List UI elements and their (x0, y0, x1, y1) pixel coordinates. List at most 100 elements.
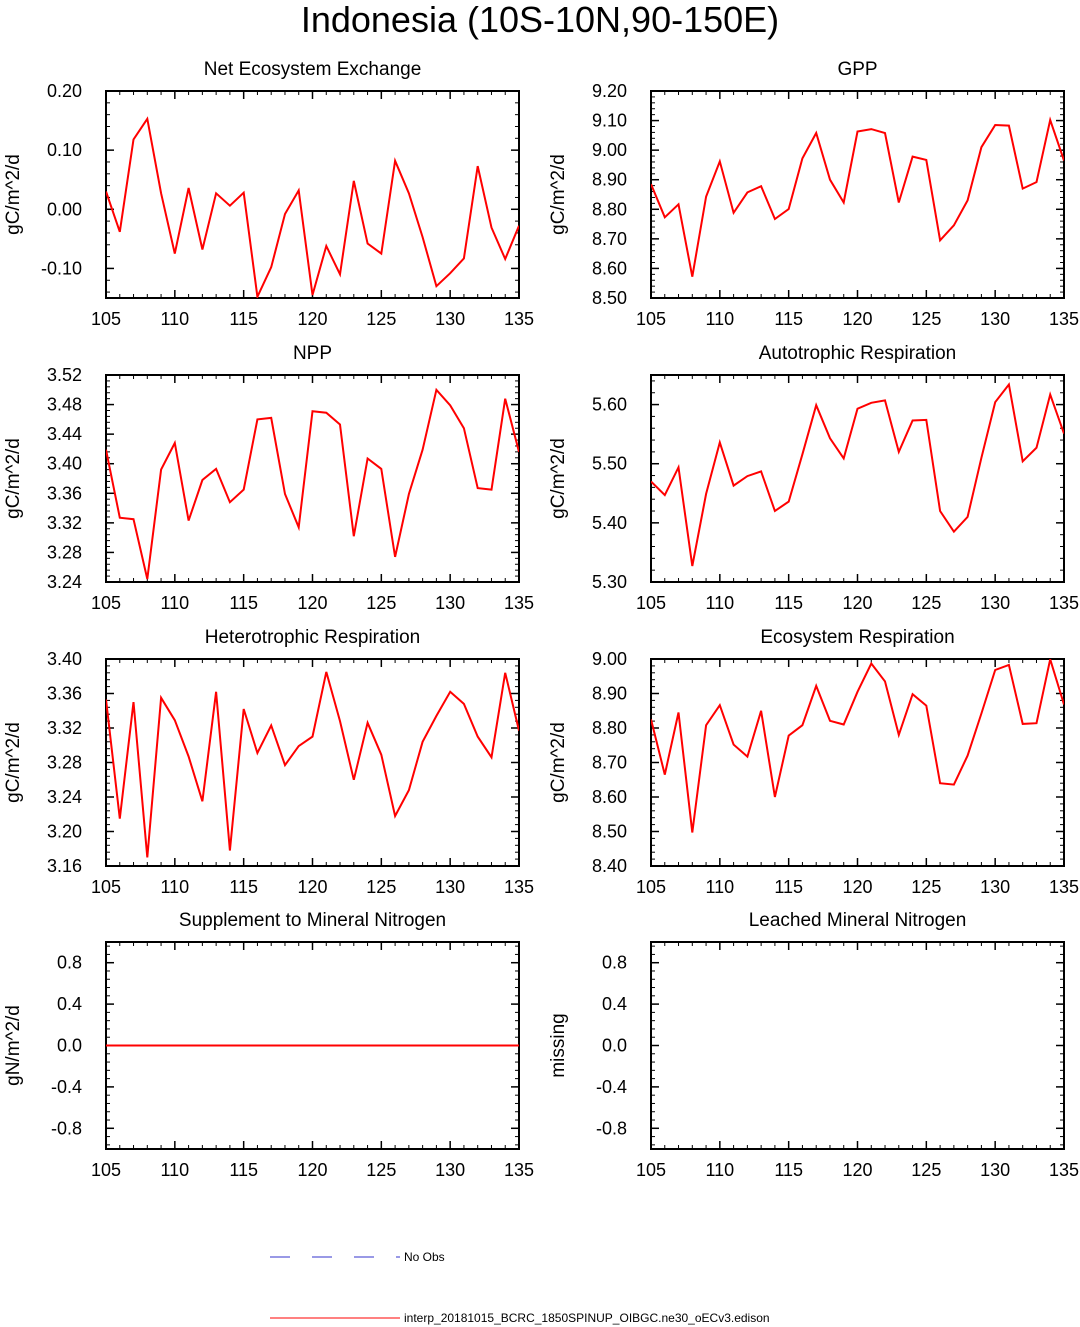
y-tick-label: 3.28 (47, 753, 82, 773)
chart-panel-8: Leached Mineral Nitrogen 105 110 115 120 125 1… (548, 910, 1079, 1180)
x-tick-label: 135 (1049, 309, 1079, 329)
y-tick-label: 8.60 (592, 258, 627, 278)
y-axis-label: gC/m^2/d (3, 722, 24, 803)
y-tick-label: 9.20 (592, 81, 627, 101)
x-tick-label: 105 (91, 593, 121, 613)
chart-title: Heterotrophic Respiration (205, 627, 420, 648)
y-tick-label: 3.40 (47, 649, 82, 669)
x-tick-label: 130 (980, 877, 1010, 897)
y-tick-label: 0.00 (47, 199, 82, 219)
chart-panel-5: Heterotrophic Respiration 105 110 115 120 125… (3, 627, 534, 897)
series-line-1 (106, 671, 519, 858)
y-tick-label: 3.24 (47, 572, 82, 592)
x-tick-label: 115 (229, 593, 258, 613)
x-tick-label: 120 (842, 877, 872, 897)
x-tick-label: 115 (774, 1160, 803, 1180)
x-tick-label: 120 (297, 593, 327, 613)
x-tick-label: 130 (435, 1160, 465, 1180)
y-tick-label: 0.4 (602, 994, 627, 1014)
chart-panel-6: Ecosystem Respiration 105 110 115 120 125 130 1… (548, 627, 1079, 897)
x-tick-label: 115 (774, 877, 803, 897)
x-tick-label: 130 (980, 1160, 1010, 1180)
x-tick-label: 115 (229, 1160, 258, 1180)
y-tick-label: 0.8 (602, 953, 627, 973)
x-tick-label: 135 (1049, 877, 1079, 897)
plot-frame (105, 374, 520, 583)
y-axis-label: missing (548, 1013, 569, 1077)
x-tick-label: 135 (504, 1160, 534, 1180)
x-tick-label: 135 (504, 593, 534, 613)
y-tick-label: 8.70 (592, 753, 627, 773)
y-tick-label: 3.52 (47, 365, 82, 385)
x-tick-label: 115 (774, 309, 803, 329)
x-tick-label: 130 (435, 877, 465, 897)
series-line-1 (651, 382, 1064, 567)
x-tick-label: 110 (160, 593, 189, 613)
y-axis-label: gN/m^2/d (3, 1005, 24, 1086)
y-tick-label: 8.50 (592, 822, 627, 842)
x-tick-label: 105 (636, 309, 666, 329)
x-tick-label: 110 (705, 593, 734, 613)
x-tick-label: 125 (366, 593, 396, 613)
series-line-1 (106, 387, 519, 580)
y-tick-label: 8.90 (592, 684, 627, 704)
y-tick-label: 0.0 (602, 1036, 627, 1056)
y-tick-label: 0.10 (47, 140, 82, 160)
y-tick-label: 8.60 (592, 787, 627, 807)
x-tick-label: 105 (636, 593, 666, 613)
y-axis-label: gC/m^2/d (3, 438, 24, 519)
y-tick-label: 5.40 (592, 513, 627, 533)
chart-title: Ecosystem Respiration (760, 627, 954, 648)
x-tick-label: 105 (636, 1160, 666, 1180)
x-tick-label: 130 (435, 593, 465, 613)
y-tick-label: 8.80 (592, 718, 627, 738)
series-line-1 (651, 659, 1064, 833)
y-tick-label: 3.44 (47, 424, 82, 444)
x-tick-label: 115 (229, 309, 258, 329)
x-tick-label: 130 (980, 593, 1010, 613)
x-tick-label: 115 (229, 877, 258, 897)
y-tick-label: 3.36 (47, 483, 82, 503)
y-tick-label: 8.50 (592, 288, 627, 308)
x-tick-label: 120 (297, 877, 327, 897)
chart-panel-2: GPP 105 110 115 120 125 130 135 9.20 9.10 9.00 8.90… (548, 59, 1079, 329)
x-tick-label: 105 (636, 877, 666, 897)
y-tick-label: 9.00 (592, 140, 627, 160)
y-tick-label: 3.48 (47, 395, 82, 415)
plot-frame (650, 374, 1065, 583)
x-tick-label: 115 (774, 593, 803, 613)
x-tick-label: 105 (91, 1160, 121, 1180)
x-tick-label: 125 (911, 877, 941, 897)
series-line-1 (651, 116, 1064, 277)
x-tick-label: 135 (1049, 1160, 1079, 1180)
y-tick-label: 3.36 (47, 684, 82, 704)
x-tick-label: 125 (366, 1160, 396, 1180)
chart-title: Autotrophic Respiration (759, 343, 957, 364)
y-tick-label: 8.80 (592, 199, 627, 219)
series-line-1 (106, 116, 519, 298)
chart-panel-7: Supplement to Mineral Nitrogen 105 110 115 1… (3, 910, 534, 1180)
x-tick-label: 130 (980, 309, 1010, 329)
chart-title: Supplement to Mineral Nitrogen (179, 910, 446, 931)
y-tick-label: 5.60 (592, 395, 627, 415)
chart-title: Leached Mineral Nitrogen (749, 910, 967, 931)
chart-panel-3: NPP 105 110 115 120 125 130 135 3.52 3.48 3.44 3.40… (3, 343, 534, 613)
chart-panel-1: Net Ecosystem Exchange 105 110 115 120 125 130… (3, 59, 534, 329)
y-tick-label: -0.10 (41, 258, 82, 278)
plot-frame (650, 941, 1065, 1150)
y-axis-label: gC/m^2/d (548, 438, 569, 519)
y-tick-label: -0.4 (51, 1077, 82, 1097)
y-tick-label: 0.8 (57, 953, 82, 973)
x-tick-label: 110 (160, 877, 189, 897)
y-tick-label: -0.8 (51, 1118, 82, 1138)
y-tick-label: 0.0 (57, 1036, 82, 1056)
chart-title: GPP (837, 59, 877, 80)
y-tick-label: 0.20 (47, 81, 82, 101)
y-axis-label: gC/m^2/d (548, 722, 569, 803)
x-tick-label: 125 (366, 309, 396, 329)
y-tick-label: 3.32 (47, 718, 82, 738)
y-tick-label: 3.40 (47, 454, 82, 474)
y-tick-label: 9.10 (592, 111, 627, 131)
x-tick-label: 120 (297, 309, 327, 329)
